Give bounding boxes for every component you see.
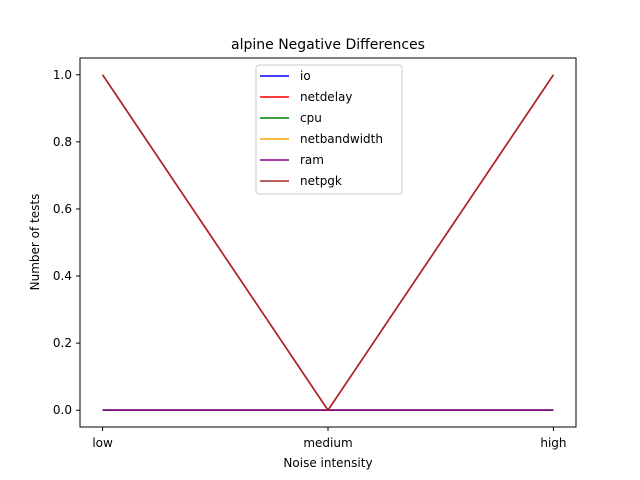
y-axis-label: Number of tests — [28, 194, 42, 291]
y-tick-label: 0.2 — [53, 336, 72, 350]
x-axis-label: Noise intensity — [283, 456, 372, 470]
y-tick-label: 1.0 — [53, 68, 72, 82]
y-tick-label: 0.4 — [53, 269, 72, 283]
series-line-netpgk — [101, 74, 555, 412]
x-axis: low medium high — [92, 427, 567, 450]
y-tick-label: 0.8 — [53, 135, 72, 149]
y-axis: 0.0 0.2 0.4 0.6 0.8 1.0 — [53, 68, 80, 417]
legend-label-netbandwidth: netbandwidth — [300, 132, 383, 146]
legend-label-netpgk: netpgk — [300, 174, 342, 188]
series-lines — [101, 74, 555, 412]
chart-title: alpine Negative Differences — [231, 37, 425, 53]
x-tick-label: high — [540, 436, 566, 450]
y-tick-label: 0.0 — [53, 403, 72, 417]
legend-label-cpu: cpu — [300, 111, 322, 125]
legend: io netdelay cpu netbandwidth ram netpgk — [255, 64, 403, 195]
legend-label-ram: ram — [300, 153, 324, 167]
x-tick-label: low — [92, 436, 113, 450]
x-tick-label: medium — [303, 436, 352, 450]
legend-box — [255, 64, 403, 195]
y-tick-label: 0.6 — [53, 202, 72, 216]
legend-label-io: io — [300, 69, 311, 83]
legend-label-netdelay: netdelay — [300, 90, 352, 104]
